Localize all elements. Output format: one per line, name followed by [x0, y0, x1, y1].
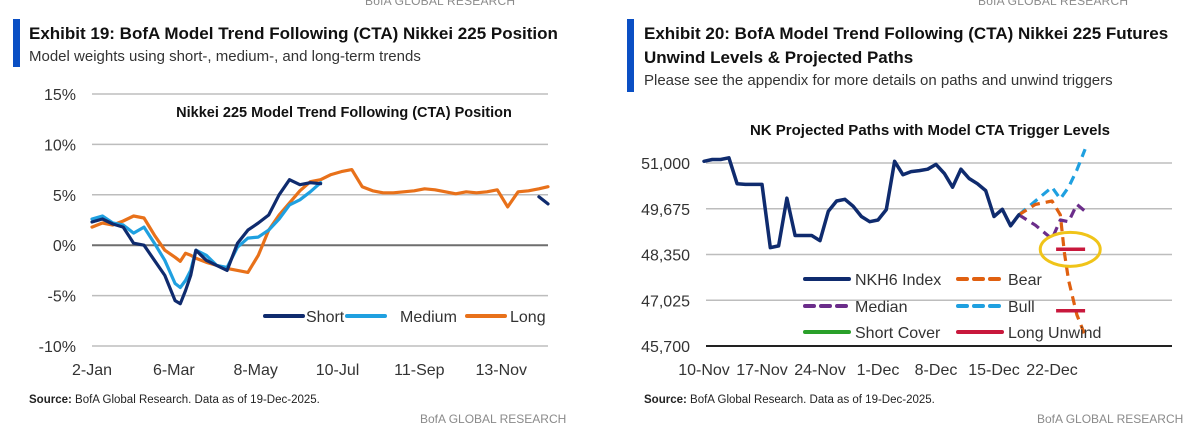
y-tick-label: 10%: [44, 137, 76, 154]
x-tick-label: 1-Dec: [857, 362, 900, 379]
legend-label-long-unwind: Long Unwind: [1008, 325, 1101, 342]
y-tick-label: 5%: [53, 188, 76, 205]
legend-label-median: Median: [855, 299, 907, 316]
brand-label-bottom: BofA GLOBAL RESEARCH: [1037, 412, 1184, 426]
x-tick-label: 8-May: [233, 362, 277, 379]
chart-title: Nikkei 225 Model Trend Following (CTA) P…: [176, 105, 512, 121]
x-tick-label: 11-Sep: [394, 362, 445, 379]
projected-paths-chart: 51,000 49,675 48,350 47,025 45,700 10-Nov 17-N…: [641, 122, 1172, 379]
legend-label-long: Long: [510, 309, 546, 326]
legend-label-medium: Medium: [400, 309, 457, 326]
y-tick-label: -10%: [39, 339, 76, 356]
legend-label-bear: Bear: [1008, 272, 1042, 289]
source-label: Source:: [29, 394, 72, 406]
x-tick-label: 15-Dec: [968, 362, 1020, 379]
source-label: Source:: [644, 394, 687, 406]
y-tick-label: 49,675: [641, 202, 690, 219]
y-tick-label: 47,025: [641, 293, 690, 310]
source-note: Source: BofA Global Research. Data as of…: [29, 394, 320, 406]
series-line-bull: [1017, 148, 1087, 217]
exhibit-accent-bar: [627, 19, 634, 92]
series-line-bear: [1018, 199, 1087, 337]
x-tick-label: 6-Mar: [153, 362, 195, 379]
legend-label-short: Short: [306, 309, 345, 326]
series-line-nkh6-index: [702, 156, 1021, 250]
y-tick-label: -5%: [48, 289, 76, 306]
x-tick-label: 17-Nov: [736, 362, 788, 379]
exhibit-title: Exhibit 19: BofA Model Trend Following (…: [29, 24, 558, 43]
cta-position-chart: 15% 10% 5% 0% -5% -10% 2-Jan 6-Mar 8-May 10-Jul 11…: [39, 87, 550, 379]
exhibit-subtitle: Please see the appendix for more details…: [644, 72, 1113, 89]
exhibit-accent-bar: [13, 19, 20, 67]
y-tick-label: 45,700: [641, 339, 690, 356]
x-tick-label: 24-Nov: [794, 362, 846, 379]
legend-label-nkh6-index: NKH6 Index: [855, 272, 941, 289]
series-line-medium: [90, 181, 323, 290]
brand-label-top: BofA GLOBAL RESEARCH: [365, 0, 516, 8]
brand-label-bottom: BofA GLOBAL RESEARCH: [420, 412, 567, 426]
source-note: Source: BofA Global Research. Data as of…: [644, 394, 935, 406]
x-tick-label: 10-Nov: [678, 362, 730, 379]
x-tick-label: 22-Dec: [1026, 362, 1078, 379]
x-tick-label: 8-Dec: [915, 362, 958, 379]
exhibit-title: Exhibit 20: BofA Model Trend Following (…: [644, 24, 1169, 67]
legend-label-short-cover: Short Cover: [855, 325, 941, 342]
chart-title: NK Projected Paths with Model CTA Trigge…: [750, 122, 1110, 139]
y-tick-label: 51,000: [641, 156, 690, 173]
exhibit-19-panel: BofA GLOBAL RESEARCH Exhibit 19: BofA Mo…: [13, 0, 567, 426]
y-tick-label: 48,350: [641, 248, 690, 265]
source-text: BofA Global Research. Data as of 19-Dec-…: [686, 394, 935, 406]
series-line-median: [1018, 202, 1087, 241]
x-tick-label: 10-Jul: [316, 362, 360, 379]
y-tick-label: 0%: [53, 238, 76, 255]
exhibit-20-panel: BofA GLOBAL RESEARCH Exhibit 20: BofA Mo…: [600, 0, 1200, 437]
x-tick-label: 2-Jan: [72, 362, 112, 379]
legend-label-bull: Bull: [1008, 299, 1035, 316]
exhibit-subtitle: Model weights using short-, medium-, and…: [29, 48, 421, 65]
series-line-short: [90, 178, 550, 306]
y-tick-label: 15%: [44, 87, 76, 104]
x-tick-label: 13-Nov: [475, 362, 527, 379]
brand-label-top: BofA GLOBAL RESEARCH: [978, 0, 1129, 8]
highlight-ellipse: [1038, 230, 1102, 268]
source-text: BofA Global Research. Data as of 19-Dec-…: [71, 394, 320, 406]
